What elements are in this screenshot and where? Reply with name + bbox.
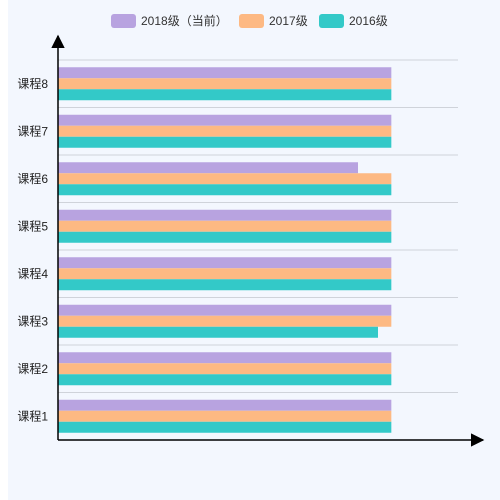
bar-3-4: [58, 279, 392, 291]
bar-3-2: [58, 374, 392, 386]
bar-2-4: [58, 268, 392, 280]
bar-3-5: [58, 231, 392, 243]
bar-1-1: [58, 399, 392, 411]
bar-3-6: [58, 184, 392, 196]
legend-label: 2016级: [349, 14, 388, 28]
category-label: 课程6: [17, 171, 48, 186]
bars: [58, 67, 392, 433]
category-label: 课程4: [17, 266, 48, 281]
legend-item-1[interactable]: 2018级（当前）: [111, 13, 228, 28]
legend-item-3[interactable]: 2016级: [319, 14, 388, 28]
bar-3-1: [58, 421, 392, 433]
category-labels: 课程1 课程2 课程3 课程4 课程5 课程6 课程7 课程8: [17, 76, 48, 424]
bar-1-4: [58, 257, 392, 269]
bar-1-2: [58, 352, 392, 364]
legend-item-2[interactable]: 2017级: [239, 14, 308, 28]
bar-2-8: [58, 78, 392, 90]
legend-swatch: [111, 14, 136, 28]
bar-1-3: [58, 304, 392, 316]
bar-3-3: [58, 326, 378, 338]
legend: 2018级（当前） 2017级 2016级: [111, 13, 388, 28]
bar-1-8: [58, 67, 392, 79]
grid-lines: [58, 59, 458, 393]
bar-2-6: [58, 173, 392, 185]
bar-3-7: [58, 136, 392, 148]
bar-3-8: [58, 89, 392, 101]
bar-1-5: [58, 209, 392, 221]
bar-2-3: [58, 315, 392, 327]
category-label: 课程5: [17, 218, 48, 233]
bar-2-7: [58, 125, 392, 137]
category-label: 课程8: [17, 76, 48, 91]
legend-label: 2018级（当前）: [141, 13, 228, 28]
bar-2-2: [58, 363, 392, 375]
bar-1-6: [58, 162, 358, 174]
category-label: 课程2: [17, 361, 48, 376]
bar-1-7: [58, 114, 392, 126]
legend-swatch: [239, 14, 264, 28]
category-label: 课程1: [17, 408, 48, 423]
bar-2-5: [58, 220, 392, 232]
category-label: 课程3: [17, 313, 48, 328]
legend-label: 2017级: [269, 14, 308, 28]
category-label: 课程7: [17, 123, 48, 138]
bar-2-1: [58, 410, 392, 422]
legend-swatch: [319, 14, 344, 28]
